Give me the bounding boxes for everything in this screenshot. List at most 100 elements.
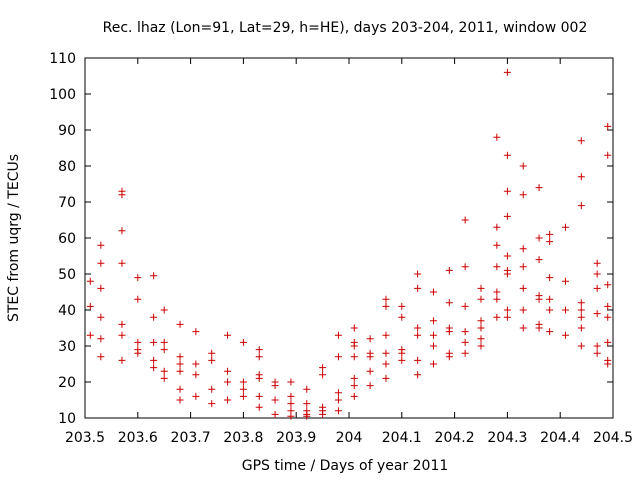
data-point — [429, 317, 437, 325]
data-point — [461, 338, 469, 346]
data-point — [429, 360, 437, 368]
data-point — [398, 356, 406, 364]
y-tick-label: 50 — [58, 267, 76, 283]
data-point — [445, 353, 453, 361]
x-tick-label: 204.2 — [435, 430, 475, 446]
data-point — [319, 410, 327, 418]
x-axis-label: GPS time / Days of year 2011 — [242, 458, 449, 474]
data-point — [150, 338, 158, 346]
data-point — [577, 299, 585, 307]
data-point — [350, 353, 358, 361]
data-point — [477, 284, 485, 292]
y-tick-label: 60 — [58, 231, 76, 247]
data-point — [503, 270, 511, 278]
data-point — [287, 412, 295, 420]
data-point — [118, 356, 126, 364]
data-point — [546, 238, 554, 246]
data-point — [519, 284, 527, 292]
data-point — [503, 151, 511, 159]
data-point — [414, 324, 422, 332]
data-point — [493, 241, 501, 249]
data-point — [414, 356, 422, 364]
data-point — [414, 270, 422, 278]
data-point — [176, 353, 184, 361]
data-point — [86, 331, 94, 339]
data-point — [593, 284, 601, 292]
data-point — [577, 202, 585, 210]
data-point — [287, 378, 295, 386]
data-point — [192, 360, 200, 368]
data-point — [134, 338, 142, 346]
data-point — [493, 313, 501, 321]
data-point — [239, 378, 247, 386]
data-point — [445, 299, 453, 307]
data-point — [382, 331, 390, 339]
data-point — [429, 288, 437, 296]
data-point — [176, 396, 184, 404]
data-point — [461, 263, 469, 271]
data-point — [398, 349, 406, 357]
data-point — [519, 191, 527, 199]
x-axis: 203.5 203.6 203.7 203.8 203.9 204 204.1 204.2 20… — [65, 58, 633, 446]
data-point — [192, 371, 200, 379]
y-tick-label: 80 — [58, 159, 76, 175]
x-tick-label: 203.7 — [171, 430, 211, 446]
data-point — [176, 320, 184, 328]
data-point — [604, 302, 612, 310]
data-point — [604, 122, 612, 130]
data-point — [97, 335, 105, 343]
x-tick-label: 203.5 — [65, 430, 105, 446]
data-point — [150, 313, 158, 321]
data-point — [493, 133, 501, 141]
data-point — [224, 331, 232, 339]
data-point — [366, 367, 374, 375]
data-point — [493, 288, 501, 296]
data-point — [561, 277, 569, 285]
data-point — [255, 403, 263, 411]
data-point — [503, 187, 511, 195]
data-point — [134, 295, 142, 303]
data-point — [493, 223, 501, 231]
data-point — [255, 392, 263, 400]
data-point — [334, 396, 342, 404]
y-tick-label: 10 — [58, 411, 76, 427]
data-point — [334, 331, 342, 339]
data-point — [503, 212, 511, 220]
data-point — [445, 266, 453, 274]
data-point — [519, 162, 527, 170]
data-point — [97, 353, 105, 361]
data-point — [477, 295, 485, 303]
data-point — [577, 324, 585, 332]
data-point — [493, 295, 501, 303]
data-point — [519, 324, 527, 332]
y-tick-label: 100 — [49, 87, 76, 103]
data-point — [414, 331, 422, 339]
data-point — [176, 367, 184, 375]
data-point — [208, 356, 216, 364]
data-point — [477, 317, 485, 325]
data-point — [86, 277, 94, 285]
data-point — [477, 342, 485, 350]
x-tick-label: 203.9 — [276, 430, 316, 446]
data-point — [577, 313, 585, 321]
data-point — [398, 313, 406, 321]
x-tick-label: 203.6 — [118, 430, 158, 446]
data-point — [334, 407, 342, 415]
data-point — [414, 371, 422, 379]
data-point — [593, 270, 601, 278]
data-point — [519, 306, 527, 314]
data-point — [561, 331, 569, 339]
data-point — [134, 349, 142, 357]
data-point — [445, 328, 453, 336]
data-point — [429, 342, 437, 350]
data-point — [577, 173, 585, 181]
data-point — [593, 349, 601, 357]
data-point — [577, 306, 585, 314]
data-point — [546, 328, 554, 336]
data-point — [477, 324, 485, 332]
data-point — [366, 382, 374, 390]
data-point — [382, 302, 390, 310]
data-point — [271, 410, 279, 418]
y-tick-label: 90 — [58, 123, 76, 139]
